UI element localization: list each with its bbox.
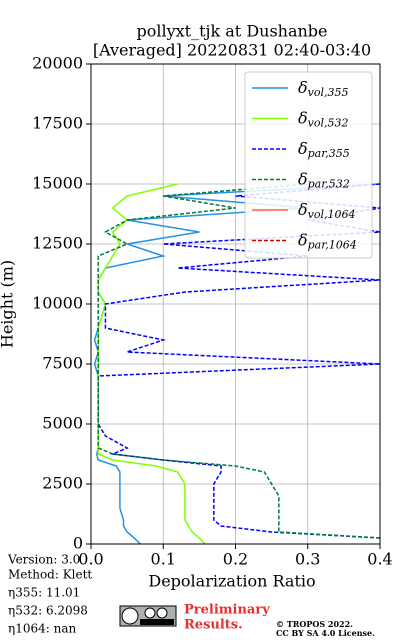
y-tick-label: 2500 [42, 474, 83, 493]
x-tick-label: 0.3 [295, 550, 320, 569]
legend-label: δpar,1064 [298, 230, 357, 252]
y-tick-label: 5000 [42, 414, 83, 433]
y-tick-label: 15000 [32, 174, 83, 193]
footer-info: Version: 3.0 [7, 553, 80, 567]
legend-label: δvol,1064 [298, 200, 356, 222]
y-tick-label: 0 [73, 534, 83, 553]
profile-line [97, 183, 380, 539]
x-tick-label: 0.2 [223, 550, 248, 569]
footer-info: η355: 11.01 [8, 586, 80, 600]
notice: Preliminary [184, 603, 270, 618]
y-tick-label: 17500 [32, 114, 83, 133]
x-tick-label: 0.0 [78, 550, 103, 569]
y-axis-label: Height (m) [0, 260, 17, 348]
y-tick-label: 7500 [42, 354, 83, 373]
legend-box [244, 71, 373, 259]
x-tick-label: 0.4 [367, 550, 392, 569]
axes-frame [90, 63, 381, 545]
notice: Results. [184, 618, 243, 633]
chart-subtitle: [Averaged] 20220831 02:40-03:40 [93, 41, 371, 60]
legend: δvol,355 δvol,532 δpar,355 δpar,532 δvol,106… [244, 71, 373, 259]
footer-info: η532: 6.2098 [8, 604, 88, 618]
x-axis-label: Depolarization Ratio [148, 572, 315, 591]
cc-logo [119, 605, 177, 627]
y-tick-label: 20000 [32, 54, 83, 73]
chart-title: pollyxt_tjk at Dushanbe [136, 22, 327, 41]
profile-line [97, 183, 380, 539]
y-tick-label: 12500 [32, 234, 83, 253]
legend-label: δvol,532 [298, 108, 349, 130]
footer-info: Method: Klett [8, 568, 92, 582]
copyright: CC BY SA 4.0 License. [276, 628, 375, 638]
plot-area [93, 183, 380, 544]
legend-label: δvol,355 [298, 78, 349, 100]
x-tick-label: 0.1 [151, 550, 176, 569]
copyright: © TROPOS 2022. [276, 619, 353, 629]
footer-info: η1064: nan [8, 622, 76, 636]
legend-label: δpar,355 [298, 139, 350, 161]
y-tick-label: 10000 [32, 294, 83, 313]
legend-label: δpar,532 [298, 169, 350, 191]
